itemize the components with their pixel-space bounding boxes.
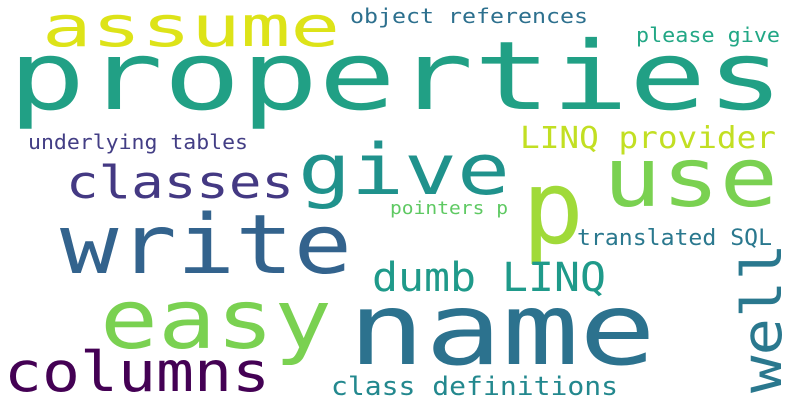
word-object-references: object references (350, 4, 588, 28)
word-class-definitions: class definitions (331, 372, 618, 400)
word-pointers-p: pointers p (390, 198, 508, 219)
word-underlying-tables: underlying tables (28, 130, 249, 154)
word-columns: columns (4, 340, 270, 400)
word-linq-provider: LINQ provider (520, 121, 776, 156)
word-please-give: please give (636, 23, 780, 47)
word-dumb-linq: dumb LINQ (372, 255, 606, 301)
word-classes: classes (66, 156, 294, 209)
word-use: use (603, 131, 778, 226)
word-easy: easy (100, 273, 332, 368)
word-p: p (522, 149, 584, 268)
word-name: name (348, 271, 656, 388)
word-write: write (60, 198, 352, 293)
word-assume: assume (42, 0, 340, 60)
word-give: give (298, 129, 510, 211)
word-properties: properties (8, 22, 784, 132)
word-translated-sql: translated SQL (577, 226, 772, 251)
word-well: well (730, 243, 795, 393)
